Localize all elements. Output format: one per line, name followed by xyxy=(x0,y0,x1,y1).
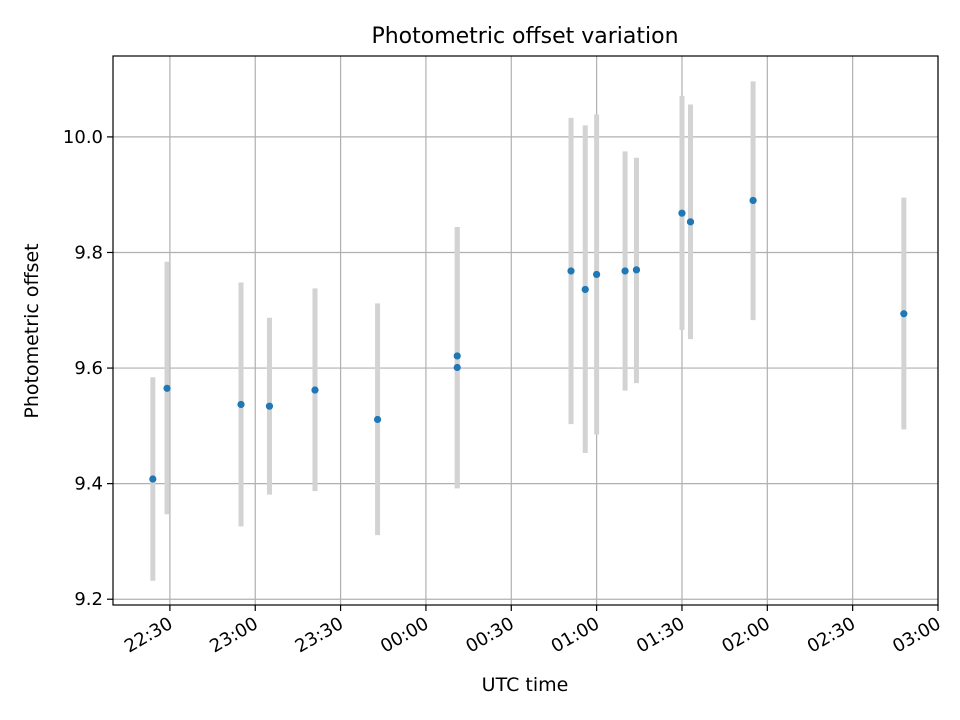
data-point xyxy=(311,386,319,394)
data-point xyxy=(567,267,575,275)
chart-title: Photometric offset variation xyxy=(371,24,678,49)
data-point xyxy=(593,270,601,279)
plot-frame xyxy=(112,55,939,606)
y-axis-label: Photometric offset xyxy=(21,243,43,418)
data-point xyxy=(453,352,461,360)
y-tick-label: 9.2 xyxy=(74,589,103,610)
data-point xyxy=(373,415,382,424)
data-point xyxy=(149,475,157,483)
data-point xyxy=(900,310,908,318)
y-tick-label: 9.6 xyxy=(74,358,103,379)
data-point xyxy=(621,267,629,275)
data-point xyxy=(163,384,171,392)
data-point xyxy=(581,285,589,294)
data-point xyxy=(237,400,245,409)
data-point xyxy=(265,402,274,410)
x-axis-label: UTC time xyxy=(482,674,569,696)
y-tick-label: 9.8 xyxy=(74,242,103,263)
data-point xyxy=(453,363,461,372)
data-point xyxy=(678,209,686,217)
y-tick-label: 10.0 xyxy=(63,127,103,148)
data-point xyxy=(686,218,695,226)
data-point xyxy=(749,196,757,205)
y-tick-label: 9.4 xyxy=(74,474,103,495)
y-axis: 9.2 9.4 9.6 9.8 10.0 xyxy=(63,127,113,610)
data-point xyxy=(632,266,641,274)
data-points xyxy=(149,196,908,483)
